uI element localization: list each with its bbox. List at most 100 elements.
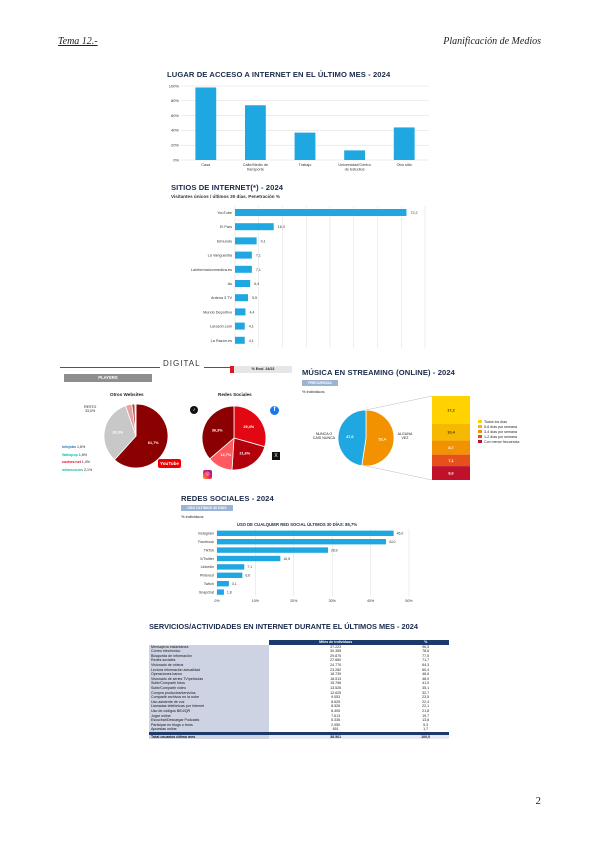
- social-category-label: Linkedin: [201, 565, 214, 569]
- services-cell-activity: Participar en blogs o foros: [149, 722, 269, 728]
- services-row: Búsqueda de información 29.875 77,5: [149, 653, 449, 659]
- legend-infojobs-name: infojobs: [62, 445, 76, 449]
- sites-category-label: As: [228, 282, 233, 286]
- services-row: Apuestas online 651 1,7: [149, 727, 449, 732]
- sites-category-label: La Razón.es: [211, 339, 232, 343]
- services-row: Compra productos/servicios 12.625 32,7: [149, 690, 449, 696]
- social-category-label: Pinterest: [200, 574, 214, 578]
- social-networks-pie-slice-label: 12,7%: [220, 453, 231, 457]
- legend-item-wallapop: Wallapop 1,6%: [62, 452, 92, 460]
- page-number: 2: [535, 795, 542, 807]
- streaming-legend-label: 5-6 días por semana: [484, 425, 517, 429]
- social-chart-tag: USO ÚLTIMOS 30 DÍAS: [181, 505, 233, 511]
- sites-bar: [235, 265, 252, 273]
- streaming-pie-slice: [361, 409, 395, 467]
- legend-coches-name: coches.net: [62, 460, 81, 464]
- streaming-legend-swatch: [478, 420, 482, 423]
- services-row: Escuchar/Descargar Podcasts 5.336 13,8: [149, 718, 449, 723]
- services-cell-percent: 77,5: [422, 653, 430, 658]
- sites-category-label: Lainformacionmedica.es: [191, 268, 232, 272]
- services-cell-thousands: 38.561: [269, 734, 403, 740]
- legend-infojobs-value: 1,6%: [76, 445, 86, 449]
- social-chart-inner-title: USO DE CUALQUIER RED SOCIAL ÚLTIMOS 30 D…: [236, 522, 358, 527]
- other-websites-pie-slice: [113, 403, 169, 469]
- social-bar: [217, 589, 224, 595]
- services-cell-percent: 22,1: [422, 704, 430, 709]
- sites-category-label: Larazón.com: [210, 325, 232, 329]
- services-cell-thousands: 29.875: [330, 653, 342, 658]
- legend-item-coches: coches.net 1,4%: [62, 459, 92, 467]
- streaming-legend-swatch: [478, 430, 482, 433]
- access-bar: [294, 132, 316, 160]
- services-cell-activity: Búsqueda de información: [149, 653, 269, 659]
- streaming-title: MÚSICA EN STREAMING (ONLINE) - 2024: [302, 368, 455, 377]
- social-value-label: 7,1: [247, 565, 252, 569]
- digital-evol-badge: % Evol. 24/23: [230, 366, 292, 373]
- services-row: Redes sociales 27.660 71,7: [149, 658, 449, 663]
- rest-label-value: 33,0%: [85, 409, 96, 414]
- streaming-legend: Todos los días 5-6 días por semana 3-4 día…: [478, 420, 519, 445]
- social-category-label: Instagram: [198, 532, 214, 536]
- streaming-connector-top: [365, 395, 433, 411]
- streaming-legend-item: Todos los días: [478, 420, 519, 425]
- social-networks-title: Redes Sociales: [218, 392, 252, 397]
- streaming-legend-swatch: [478, 425, 482, 428]
- services-cell-percent: 96,5: [422, 644, 430, 649]
- services-cell-percent: 48,6: [422, 672, 430, 677]
- social-bar: [217, 564, 245, 570]
- streaming-stack-label: 8,6: [448, 471, 453, 475]
- streaming-connector-bottom: [365, 465, 433, 481]
- access-category-label: transporte: [247, 167, 264, 171]
- access-category-label: Universidad/Centro: [338, 163, 371, 167]
- sites-value-label: 7,1: [256, 268, 261, 272]
- streaming-legend-label: Todos los días: [484, 420, 507, 424]
- services-cell-activity: Redes sociales: [149, 658, 269, 663]
- services-panel: SERVICIOS/ACTIVIDADES EN INTERNET DURANT…: [147, 620, 451, 790]
- services-row: Mensajería instantánea 37.223 96,5: [149, 644, 449, 650]
- sites-chart-subtitle: Visitantes únicos / últimos 30 días. Pen…: [171, 194, 280, 199]
- social-bar: [217, 572, 243, 578]
- tiktok-icon: ♪: [190, 406, 198, 414]
- social-xtick-label: 40%: [367, 599, 375, 603]
- services-cell-thousands: 23.282: [330, 667, 342, 672]
- sites-category-label: Mundo Deportivo: [203, 310, 232, 314]
- social-xtick-label: 50%: [405, 599, 413, 603]
- access-bar: [393, 127, 415, 160]
- header-subject: Planificación de Medios: [443, 36, 541, 47]
- streaming-stack-segment: [432, 440, 470, 455]
- social-networks-pie-slice: [231, 437, 266, 471]
- services-spacer-cell: [149, 731, 269, 735]
- services-cell-thousands: 13.526: [330, 685, 342, 690]
- services-cell-activity: Llamadas telefónicas por Internet: [149, 704, 269, 709]
- streaming-panel: MÚSICA EN STREAMING (ONLINE) - 2024 FREC…: [298, 360, 542, 488]
- services-cell-activity: Visionado de vídeos: [149, 662, 269, 668]
- services-row: Lectura información actualidad 23.282 60,4: [149, 667, 449, 673]
- streaming-legend-label: 3-4 días por semana: [484, 430, 517, 434]
- services-cell-activity: Compra productos/servicios: [149, 690, 269, 696]
- sites-bar: [235, 223, 274, 231]
- services-table-wrap: Miles de individuos % Mensajería instant…: [149, 640, 449, 740]
- services-cell-activity: Compartir archivos en la nube: [149, 695, 269, 700]
- social-category-label: Facebook: [198, 540, 214, 544]
- services-row: Jugar online 7.613 19,7: [149, 713, 449, 719]
- services-cell-percent: 23,5: [422, 695, 430, 700]
- social-bar: [217, 547, 328, 553]
- streaming-stack-segment: [432, 396, 470, 424]
- sites-value-label: 5,5: [252, 296, 257, 300]
- legend-item-infojobs: infojobs 1,6%: [62, 444, 92, 452]
- youtube-logo-text: YouTube: [160, 461, 179, 466]
- sites-bar: [235, 280, 251, 287]
- sites-bar: [235, 209, 407, 216]
- social-networks-pie-slice-label: 29,4%: [243, 425, 254, 429]
- sites-bar: [235, 336, 245, 344]
- services-cell-thousands: 30.355: [330, 649, 342, 654]
- services-cell-activity: Lectura información actualidad: [149, 667, 269, 673]
- social-xtick-label: 0%: [214, 599, 220, 603]
- streaming-stack-label: 7,1: [448, 459, 453, 463]
- social-value-label: 28,9: [331, 548, 338, 552]
- digital-pies: 61,7% 33,0% 29,4% 21,6% 12,7% 36,3%: [103, 403, 267, 471]
- access-ytick-label: 100%: [169, 83, 180, 88]
- services-cell-percent: 21,8: [422, 708, 430, 713]
- services-cell-thousands: 27.660: [330, 658, 342, 663]
- streaming-subtitle: % individuos: [302, 389, 325, 394]
